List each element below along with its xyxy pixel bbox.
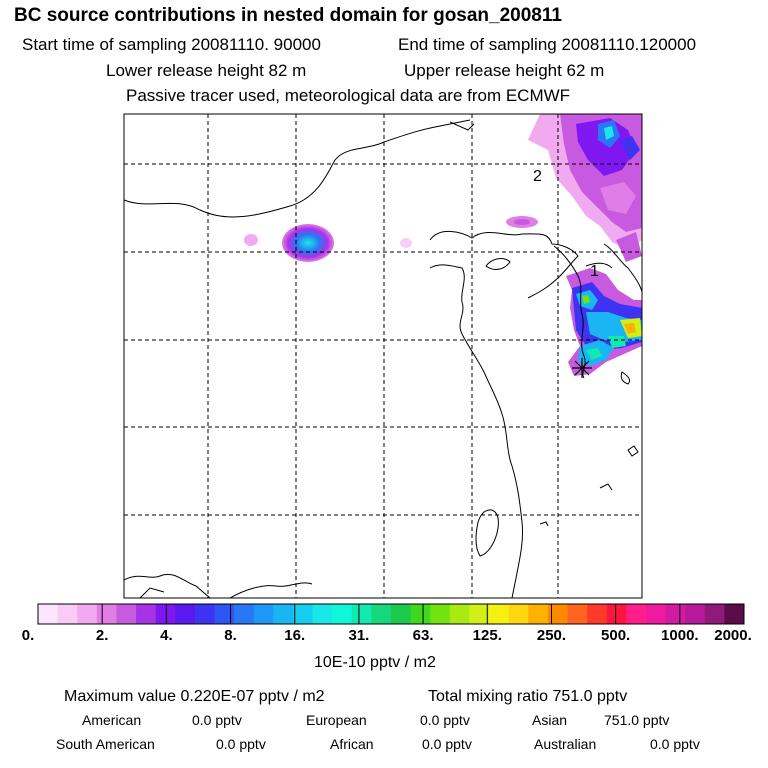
concentration-field [244, 114, 642, 376]
maximum-value: Maximum value 0.220E-07 pptv / m2 [64, 688, 325, 705]
colorbar-cell [194, 604, 215, 624]
marker-2: 2 [533, 168, 542, 185]
colorbar-cell [645, 604, 667, 624]
colorbar-tick-label: 4. [160, 627, 173, 644]
region-value-asian: 751.0 pptv [604, 712, 670, 728]
colorbar-cell [312, 604, 333, 624]
region-name-american: American [82, 712, 142, 728]
colorbar-cell [508, 604, 529, 624]
colorbar-frame [37, 603, 745, 625]
colorbar-cell [77, 604, 98, 624]
colorbar-cell [685, 604, 706, 624]
region-value-european: 0.0 pptv [420, 712, 470, 728]
colorbar-cell [410, 604, 431, 624]
colorbar-cell [704, 604, 725, 624]
colorbar-cell [57, 604, 78, 624]
colorbar-cell [175, 604, 196, 624]
region-name-european: European [306, 712, 367, 728]
region-name-australian: Australian [534, 736, 597, 752]
colorbar-tick-label: 2000. [714, 627, 752, 644]
total-mixing-ratio: Total mixing ratio 751.0 pptv [428, 688, 628, 705]
colorbar-tick-label: 1000. [661, 627, 699, 644]
colorbar-cell [38, 604, 59, 624]
map-frame [123, 113, 643, 599]
upper-release-height-label: Upper release height 62 m [404, 61, 605, 80]
region-value-american: 0.0 pptv [192, 712, 242, 728]
colorbar-cells [37, 604, 745, 624]
start-time-label: Start time of sampling 20081110. 90000 [22, 35, 321, 54]
colorbar-tick-label: 125. [472, 627, 502, 644]
colorbar-tick-label: 500. [601, 627, 631, 644]
colorbar-cell [449, 604, 470, 624]
colorbar-cell [292, 604, 314, 624]
colorbar-cell [332, 604, 353, 624]
colorbar-tick-label: 2. [95, 627, 109, 644]
colorbar-tick-label: 31. [348, 627, 370, 644]
colorbar-cell [626, 604, 647, 624]
region-value-australian: 0.0 pptv [650, 736, 700, 752]
colorbar-cell [391, 604, 412, 624]
colorbar-cell [234, 604, 255, 624]
colorbar-tick-label: 16. [284, 627, 306, 644]
colorbar-tick-label: 0. [21, 627, 35, 644]
lower-release-height-label: Lower release height 82 m [106, 61, 307, 80]
colorbar-tick-label: 8. [224, 627, 237, 644]
colorbar-cell [253, 604, 274, 624]
plot-title: BC source contributions in nested domain… [14, 5, 562, 26]
marker-1: 1 [590, 263, 599, 280]
colorbar-cell [587, 604, 608, 624]
colorbar-cell [273, 604, 294, 624]
colorbar-cell [469, 604, 490, 624]
colorbar-cell [606, 604, 627, 624]
region-name-asian: Asian [532, 712, 568, 728]
coastlines [124, 119, 642, 598]
colorbar-cell [351, 604, 372, 624]
colorbar-cell [430, 604, 451, 624]
colorbar-cell [665, 604, 686, 624]
region-name-african: African [330, 736, 374, 752]
lat-lon-grid [124, 114, 642, 598]
end-time-label: End time of sampling 20081110.120000 [398, 35, 697, 54]
colorbar-cell [214, 604, 235, 624]
colorbar-cell [155, 604, 176, 624]
colorbar-tick-label: 250. [536, 627, 567, 644]
colorbar-tick-label: 63. [412, 627, 434, 644]
colorbar-cell [371, 604, 392, 624]
colorbar-cell [136, 604, 157, 624]
colorbar-unit: 10E-10 pptv / m2 [314, 654, 436, 671]
colorbar-cell [724, 604, 745, 624]
colorbar-cell [547, 604, 568, 624]
tracer-note: Passive tracer used, meteorological data… [126, 86, 571, 105]
colorbar-cell [96, 604, 117, 624]
colorbar-cell [567, 604, 588, 624]
colorbar-cell [116, 604, 137, 624]
receptor-star-icon [572, 358, 592, 378]
region-name-south-american: South American [56, 736, 155, 752]
colorbar-cell [528, 604, 549, 624]
region-value-african: 0.0 pptv [422, 736, 472, 752]
region-value-south-american: 0.0 pptv [216, 736, 266, 752]
colorbar-cell [489, 604, 510, 624]
